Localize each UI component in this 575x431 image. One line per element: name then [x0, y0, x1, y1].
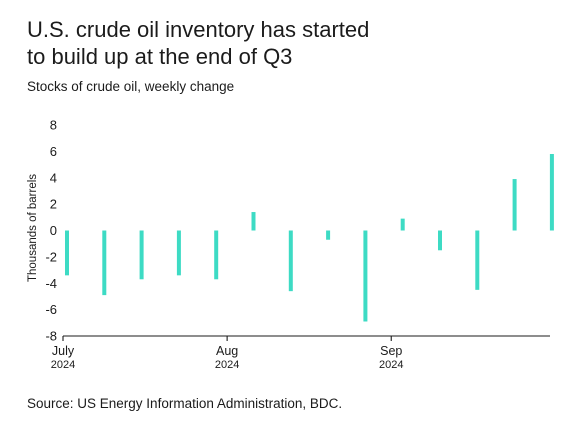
y-tick-label: 4 [50, 170, 57, 185]
chart-title-line-2: to build up at the end of Q3 [27, 44, 293, 69]
y-tick-label: 8 [50, 118, 57, 133]
y-tick-label: -8 [45, 329, 57, 344]
y-axis-label: Thousands of barrels [27, 174, 39, 282]
bar [288, 230, 293, 292]
chart-subtitle: Stocks of crude oil, weekly change [27, 79, 235, 94]
x-tick-label: Sep [380, 344, 402, 358]
chart-title: U.S. crude oil inventory has started to … [27, 16, 547, 70]
bar [400, 218, 405, 231]
y-tick-label: 6 [50, 144, 57, 159]
y-tick-label: -6 [45, 302, 57, 317]
bar [475, 230, 480, 290]
x-tick-year-label: 2024 [51, 359, 75, 371]
chart-title-line-1: U.S. crude oil inventory has started [27, 17, 370, 42]
y-tick-label: 0 [50, 223, 57, 238]
bar [139, 230, 144, 280]
bar [214, 230, 219, 280]
x-tick-year-label: 2024 [215, 359, 239, 371]
y-tick-label: -2 [45, 249, 57, 264]
bar [512, 179, 517, 231]
y-axis: 8 6 4 2 0 -2 -4 -6 -8 [45, 118, 57, 344]
bar [326, 230, 331, 240]
bar [363, 230, 368, 322]
x-tick-year-label: 2024 [379, 359, 403, 371]
bar [65, 230, 69, 276]
bar-series [65, 154, 554, 322]
x-tick-label: July [52, 344, 75, 358]
y-tick-label: 2 [50, 197, 57, 212]
bar [438, 230, 442, 251]
y-tick-label: -4 [45, 276, 57, 291]
x-tick-label: Aug [216, 344, 238, 358]
bar [102, 230, 107, 296]
bar [549, 154, 554, 231]
bar [251, 212, 256, 231]
source-note: Source: US Energy Information Administra… [27, 396, 343, 411]
bar [176, 230, 181, 276]
